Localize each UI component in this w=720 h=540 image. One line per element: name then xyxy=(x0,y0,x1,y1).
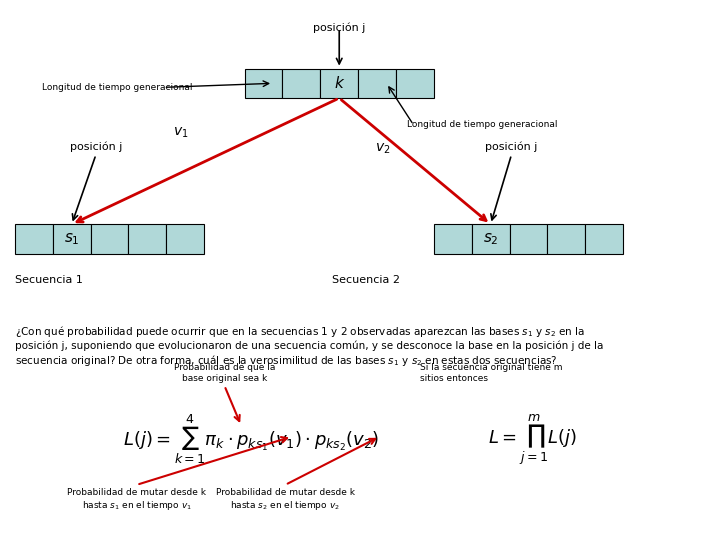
Text: Longitud de tiempo generacional: Longitud de tiempo generacional xyxy=(42,83,192,92)
Text: $s_1$: $s_1$ xyxy=(64,231,79,247)
Text: $v_1$: $v_1$ xyxy=(173,126,188,140)
Text: $v_2$: $v_2$ xyxy=(375,142,391,156)
FancyBboxPatch shape xyxy=(53,224,91,254)
Text: posición j: posición j xyxy=(485,141,538,152)
Text: posición j: posición j xyxy=(70,141,122,152)
FancyBboxPatch shape xyxy=(358,69,396,98)
FancyBboxPatch shape xyxy=(166,224,204,254)
Text: Longitud de tiempo generacional: Longitud de tiempo generacional xyxy=(407,120,557,130)
FancyBboxPatch shape xyxy=(396,69,434,98)
FancyBboxPatch shape xyxy=(585,224,623,254)
Text: posición j: posición j xyxy=(313,23,366,33)
Text: Secuencia 2: Secuencia 2 xyxy=(333,275,400,285)
Text: Si la secuencia original tiene m
sitios entonces: Si la secuencia original tiene m sitios … xyxy=(420,363,563,383)
FancyBboxPatch shape xyxy=(128,224,166,254)
Text: $L = \prod_{j=1}^{m} L(j)$: $L = \prod_{j=1}^{m} L(j)$ xyxy=(488,412,577,467)
Text: Probabilidad de mutar desde k
hasta $s_1$ en el tiempo $v_1$: Probabilidad de mutar desde k hasta $s_1… xyxy=(67,488,206,512)
Text: Secuencia 1: Secuencia 1 xyxy=(15,275,83,285)
FancyBboxPatch shape xyxy=(91,224,128,254)
Text: $L(j) = \sum_{k=1}^{4} \pi_k \cdot p_{ks_1}(v_1) \cdot p_{ks_2}(v_2)$: $L(j) = \sum_{k=1}^{4} \pi_k \cdot p_{ks… xyxy=(123,413,379,466)
FancyBboxPatch shape xyxy=(434,224,472,254)
Text: Probabilidad de que la
base original sea k: Probabilidad de que la base original sea… xyxy=(174,363,275,383)
FancyBboxPatch shape xyxy=(282,69,320,98)
FancyBboxPatch shape xyxy=(510,224,547,254)
FancyBboxPatch shape xyxy=(320,69,358,98)
FancyBboxPatch shape xyxy=(245,69,282,98)
Text: $s_2$: $s_2$ xyxy=(483,231,498,247)
Text: $k$: $k$ xyxy=(333,75,345,91)
FancyBboxPatch shape xyxy=(15,224,53,254)
FancyBboxPatch shape xyxy=(547,224,585,254)
FancyBboxPatch shape xyxy=(472,224,510,254)
Text: Probabilidad de mutar desde k
hasta $s_2$ en el tiempo $v_2$: Probabilidad de mutar desde k hasta $s_2… xyxy=(216,488,355,512)
Text: ¿Con qué probabilidad puede ocurrir que en la secuencias 1 y 2 observadas aparez: ¿Con qué probabilidad puede ocurrir que … xyxy=(15,323,603,368)
